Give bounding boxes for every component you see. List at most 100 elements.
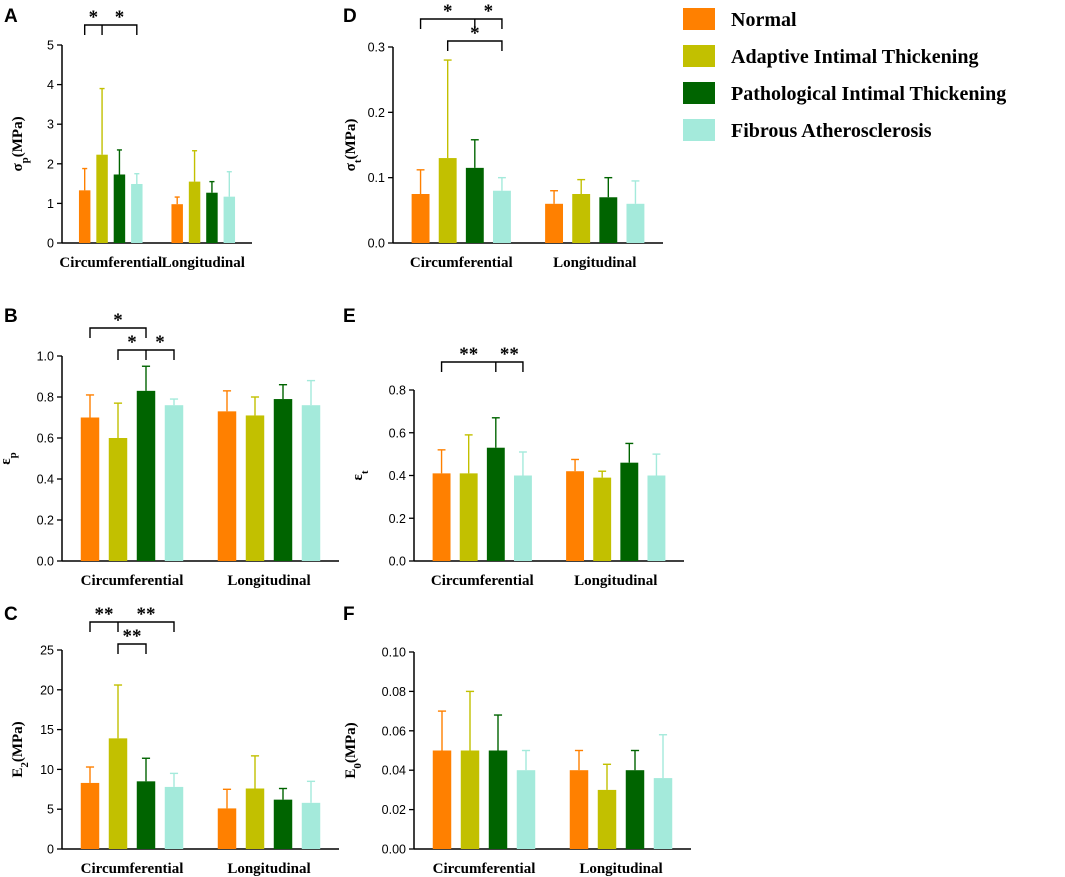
chart-panel-c: C 0 5 10 15 20 25 E2(MPa) Circumferential Longitu… [4,604,339,877]
x-category-label-circumferential: Circumferential [433,861,536,877]
y-tick-label: 0 [47,843,54,857]
bar-circumferential-normal [411,194,430,243]
legend-swatch-fibrous-atherosclerosis [683,119,715,141]
bar-circumferential-adaptive-intimal-thickening [108,438,128,561]
legend-label-adaptive-intimal-thickening: Adaptive Intimal Thickening [731,46,978,68]
significance-label: ** [95,604,114,625]
bar-circumferential-normal [432,750,452,849]
panel-letter-a: A [4,6,18,27]
bar-longitudinal-fibrous-atherosclerosis [301,405,321,561]
y-tick-label: 0 [47,237,54,251]
y-tick-label: 0.6 [37,432,54,446]
bar-circumferential-adaptive-intimal-thickening [108,738,128,849]
x-category-label-circumferential: Circumferential [81,861,184,877]
bar-circumferential-adaptive-intimal-thickening [438,158,457,243]
bar-longitudinal-fibrous-atherosclerosis [653,778,673,849]
bar-circumferential-fibrous-atherosclerosis [131,183,143,243]
panel-letter-c: C [4,604,18,625]
significance-label: * [470,23,480,44]
bar-longitudinal-pathological-intimal-thickening [620,462,639,561]
significance-label: * [89,7,99,28]
legend-swatch-pathological-intimal-thickening [683,82,715,104]
y-tick-label: 0.2 [389,512,406,526]
panel-letter-b: B [4,306,18,327]
legend-label-fibrous-atherosclerosis: Fibrous Atherosclerosis [731,120,932,142]
significance-label: * [484,1,494,22]
significance-label: * [113,310,123,331]
bar-longitudinal-pathological-intimal-thickening [273,799,293,849]
y-tick-label: 0.2 [37,514,54,528]
legend: Normal Adaptive Intimal Thickening Patholo… [683,8,1006,142]
significance-label: ** [459,344,478,365]
chart-panel-f: F 0.00 0.02 0.04 0.06 0.08 0.10 E0(MPa) Circumfe… [343,604,691,877]
y-tick-label: 0.3 [368,41,385,55]
y-tick-label: 0.6 [389,426,406,440]
significance-label: * [155,332,165,353]
significance-label: * [443,1,453,22]
bar-longitudinal-normal [171,204,183,243]
x-category-label-longitudinal: Longitudinal [553,255,636,271]
y-axis-label: σt(MPa) [343,119,364,172]
y-tick-label: 0.0 [37,555,54,569]
x-category-label-longitudinal: Longitudinal [227,861,310,877]
panel-letter-e: E [343,306,356,327]
bar-circumferential-normal [432,473,451,561]
bar-circumferential-adaptive-intimal-thickening [459,473,478,561]
y-tick-label: 0.8 [389,384,406,398]
x-category-label-longitudinal: Longitudinal [227,573,310,589]
y-tick-label: 5 [47,39,54,53]
y-tick-label: 0.0 [389,555,406,569]
y-tick-label: 0.4 [389,469,406,483]
y-tick-label: 10 [40,763,54,777]
x-category-label-circumferential: Circumferential [81,573,184,589]
bar-longitudinal-adaptive-intimal-thickening [245,415,265,561]
bar-longitudinal-pathological-intimal-thickening [625,770,645,849]
x-category-label-longitudinal: Longitudinal [162,255,245,271]
y-tick-label: 0.02 [382,803,406,817]
y-tick-label: 0.4 [37,473,54,487]
x-category-label-circumferential: Circumferential [59,255,162,271]
y-tick-label: 15 [40,723,54,737]
legend-swatch-normal [683,8,715,30]
bar-longitudinal-pathological-intimal-thickening [206,192,218,243]
y-tick-label: 25 [40,644,54,658]
bar-circumferential-fibrous-atherosclerosis [492,190,511,243]
bar-circumferential-adaptive-intimal-thickening [460,750,480,849]
y-tick-label: 1.0 [37,350,54,364]
bar-longitudinal-adaptive-intimal-thickening [188,181,201,243]
bar-longitudinal-adaptive-intimal-thickening [597,789,617,849]
bar-circumferential-normal [80,417,100,561]
significance-bracket [89,621,175,632]
significance-bracket [89,327,147,338]
x-category-label-circumferential: Circumferential [431,573,534,589]
significance-bracket [117,643,147,654]
bar-longitudinal-pathological-intimal-thickening [273,399,293,561]
y-tick-label: 0.1 [368,171,385,185]
bar-circumferential-fibrous-atherosclerosis [516,770,536,849]
significance-bracket [446,40,503,51]
chart-panel-b: B 0.0 0.2 0.4 0.6 0.8 1.0 εp Circumferential Long… [0,306,339,589]
x-category-label-longitudinal: Longitudinal [579,861,662,877]
x-category-label-longitudinal: Longitudinal [574,573,657,589]
panel-letter-d: D [343,6,357,27]
y-axis-label: E0(MPa) [343,722,364,778]
bar-longitudinal-normal [217,808,237,849]
y-tick-label: 0.10 [382,646,406,660]
chart-panel-a: A 0 1 2 3 4 5 σp(MPa) Circumferential Longitudina… [4,6,252,271]
bar-longitudinal-fibrous-atherosclerosis [223,196,236,243]
y-axis-label: εp [0,452,19,465]
bar-longitudinal-normal [217,411,237,561]
significance-bracket [419,18,503,29]
bar-circumferential-normal [80,782,100,849]
significance-label: * [115,7,125,28]
y-tick-label: 0.04 [382,764,406,778]
y-axis-label: σp(MPa) [10,116,31,171]
y-tick-label: 0.2 [368,106,385,120]
y-axis-label: εt [350,470,371,480]
bar-longitudinal-normal [566,471,585,561]
bar-longitudinal-normal [545,203,564,243]
bar-longitudinal-normal [569,770,589,849]
significance-label: ** [123,626,142,647]
y-tick-label: 0.0 [368,237,385,251]
